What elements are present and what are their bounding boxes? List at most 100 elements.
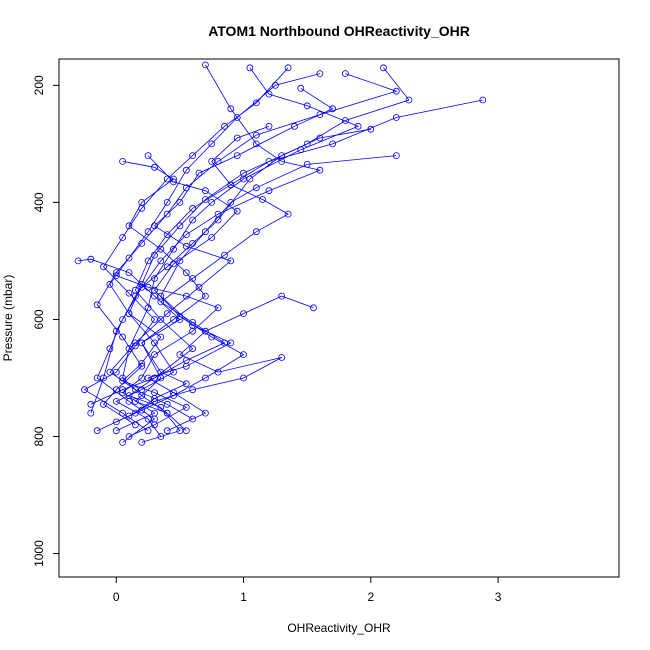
data-point (208, 234, 216, 241)
y-tick-label: 200 (32, 75, 46, 95)
data-point (201, 292, 209, 300)
data-point (151, 275, 158, 282)
data-point (392, 152, 400, 160)
series-line (96, 128, 371, 443)
data-point (157, 333, 165, 341)
data-point (354, 122, 362, 130)
data-point (125, 397, 133, 405)
data-point (214, 216, 222, 224)
data-point (278, 152, 286, 160)
data-point (74, 257, 82, 265)
data-point (182, 427, 190, 435)
data-point (138, 359, 146, 367)
data-point (221, 251, 228, 259)
data-point (138, 438, 146, 446)
series-6 (125, 96, 487, 446)
data-point (208, 140, 216, 148)
x-tick-label: 0 (113, 590, 120, 604)
data-point (170, 392, 177, 400)
data-point (303, 102, 311, 110)
data-point (170, 260, 177, 268)
data-point (189, 415, 197, 423)
data-point (144, 228, 152, 236)
data-point (151, 316, 158, 323)
data-point (233, 134, 241, 142)
data-point (479, 96, 487, 104)
data-point (151, 163, 158, 171)
data-point (119, 438, 126, 446)
series-14 (93, 292, 317, 435)
data-point (163, 210, 171, 218)
data-point (240, 351, 247, 359)
data-point (144, 283, 152, 291)
data-point (227, 105, 235, 113)
data-point (208, 198, 216, 206)
series-line (147, 155, 397, 432)
data-point (93, 374, 101, 382)
data-point (125, 412, 133, 420)
series-line (122, 67, 360, 431)
data-point (131, 409, 139, 417)
data-point (240, 310, 247, 318)
data-point (163, 175, 171, 183)
data-point (163, 263, 171, 271)
data-point (316, 70, 324, 77)
data-point (157, 298, 165, 306)
data-point (144, 257, 152, 265)
data-point (233, 152, 241, 160)
data-point (201, 61, 209, 69)
x-tick-label: 2 (367, 590, 374, 604)
data-point (195, 169, 203, 177)
data-point (182, 292, 190, 300)
data-point (182, 166, 190, 174)
data-point (138, 374, 146, 382)
series-line (116, 155, 245, 423)
series-line (83, 67, 289, 432)
data-point (240, 374, 247, 382)
data-point (176, 198, 184, 206)
series-line (78, 258, 181, 414)
data-point (106, 368, 114, 376)
data-point (106, 280, 114, 288)
series-9 (93, 125, 375, 446)
series-line (109, 87, 334, 420)
data-point (246, 175, 254, 183)
data-point (201, 374, 209, 382)
data-point (278, 354, 286, 361)
data-point (87, 255, 95, 263)
data-point (246, 64, 254, 72)
data-point (303, 160, 311, 168)
data-point (125, 289, 133, 297)
series-8 (144, 152, 400, 435)
data-point (151, 351, 158, 359)
x-axis-label: OHReactivity_OHR (287, 621, 391, 635)
data-point (189, 239, 197, 247)
series-16 (87, 122, 292, 408)
data-point (214, 304, 222, 312)
data-point (265, 157, 273, 165)
data-point (316, 111, 324, 118)
data-point (182, 356, 190, 364)
y-tick-label: 600 (32, 309, 46, 329)
data-point (201, 409, 209, 417)
data-point (271, 81, 279, 89)
data-point (125, 269, 133, 277)
data-point (87, 400, 95, 408)
data-point (131, 342, 139, 350)
data-point (189, 318, 197, 326)
data-point (157, 245, 165, 253)
data-point (201, 327, 209, 335)
data-point (233, 207, 241, 215)
data-point (182, 269, 190, 277)
data-point (119, 409, 126, 417)
data-point (201, 196, 209, 203)
data-point (131, 386, 139, 394)
data-point (157, 433, 165, 440)
data-point (341, 117, 349, 124)
series-line (96, 73, 398, 426)
data-point (151, 397, 158, 405)
data-point (329, 105, 337, 113)
data-point (252, 228, 260, 236)
data-point (131, 286, 139, 294)
